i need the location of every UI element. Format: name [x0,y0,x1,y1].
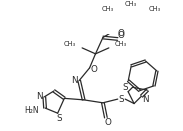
Text: N: N [37,92,43,101]
Text: S: S [122,83,128,92]
Text: CH₃: CH₃ [115,41,127,47]
Text: CH₃: CH₃ [64,41,76,47]
Text: H₂N: H₂N [24,106,39,115]
Text: O: O [91,65,98,74]
Text: CH₃: CH₃ [101,6,113,12]
Text: N: N [142,95,148,104]
Text: S: S [119,95,124,104]
Text: S: S [56,114,62,123]
Text: N: N [72,76,78,85]
Text: O: O [117,31,124,40]
Text: O: O [105,118,112,127]
Text: CH₃: CH₃ [149,6,161,12]
Text: O: O [117,29,124,38]
Text: CH₃: CH₃ [125,1,137,7]
